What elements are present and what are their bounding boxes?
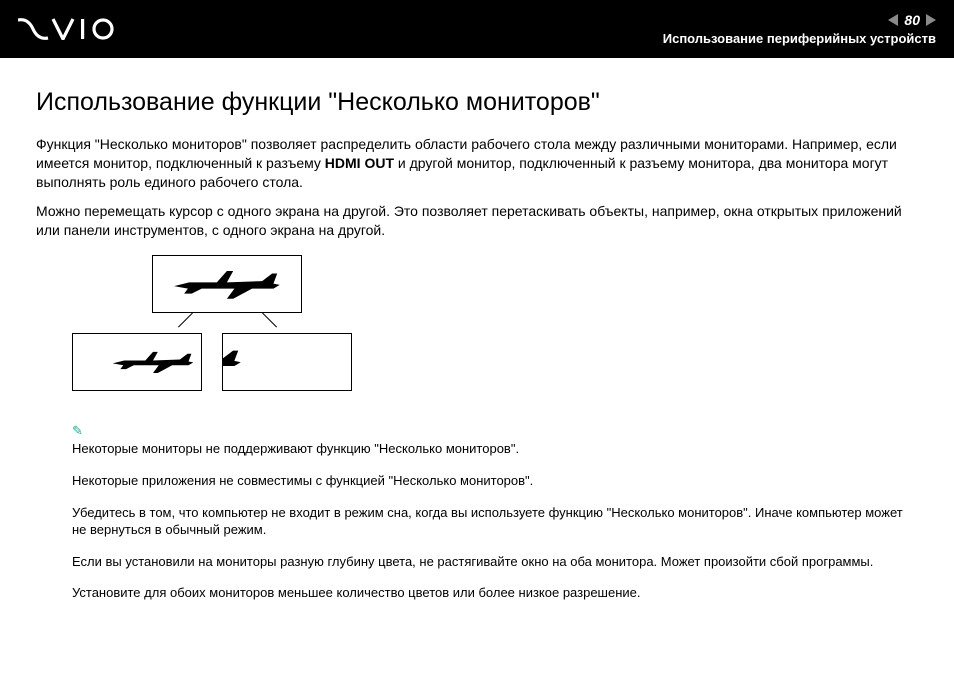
note-2: Некоторые приложения не совместимы с фун… [72,472,918,490]
diagram-connector-right [262,313,277,328]
paragraph-1: Функция "Несколько мониторов" позволяет … [36,135,918,192]
note-3: Убедитесь в том, что компьютер не входит… [72,504,918,539]
paragraph-2: Можно перемещать курсор с одного экрана … [36,202,918,240]
airplane-right-icon [223,343,251,381]
airplane-icon [164,266,290,304]
header-right: 80 Использование периферийных устройств [663,12,936,46]
section-title: Использование периферийных устройств [663,31,936,46]
note-1: Некоторые мониторы не поддерживают функц… [72,440,918,458]
nav-prev-icon[interactable] [888,14,898,26]
diagram-monitor-top [152,255,302,313]
note-4: Если вы установили на мониторы разную гл… [72,553,918,571]
para1-bold: HDMI OUT [325,155,394,171]
multi-monitor-diagram [72,255,372,405]
page-header: 80 Использование периферийных устройств [0,0,954,58]
nav-next-icon[interactable] [926,14,936,26]
page-nav: 80 [663,12,936,28]
airplane-left-icon [105,348,201,377]
diagram-connector-left [178,313,193,328]
note-icon: ✎ [72,423,918,439]
page-content: Использование функции "Несколько монитор… [0,58,954,626]
page-number: 80 [904,12,920,28]
note-5: Установите для обоих мониторов меньшее к… [72,584,918,602]
page-heading: Использование функции "Несколько монитор… [36,88,918,117]
diagram-monitor-left [72,333,202,391]
vaio-logo [18,18,128,40]
diagram-monitor-right [222,333,352,391]
